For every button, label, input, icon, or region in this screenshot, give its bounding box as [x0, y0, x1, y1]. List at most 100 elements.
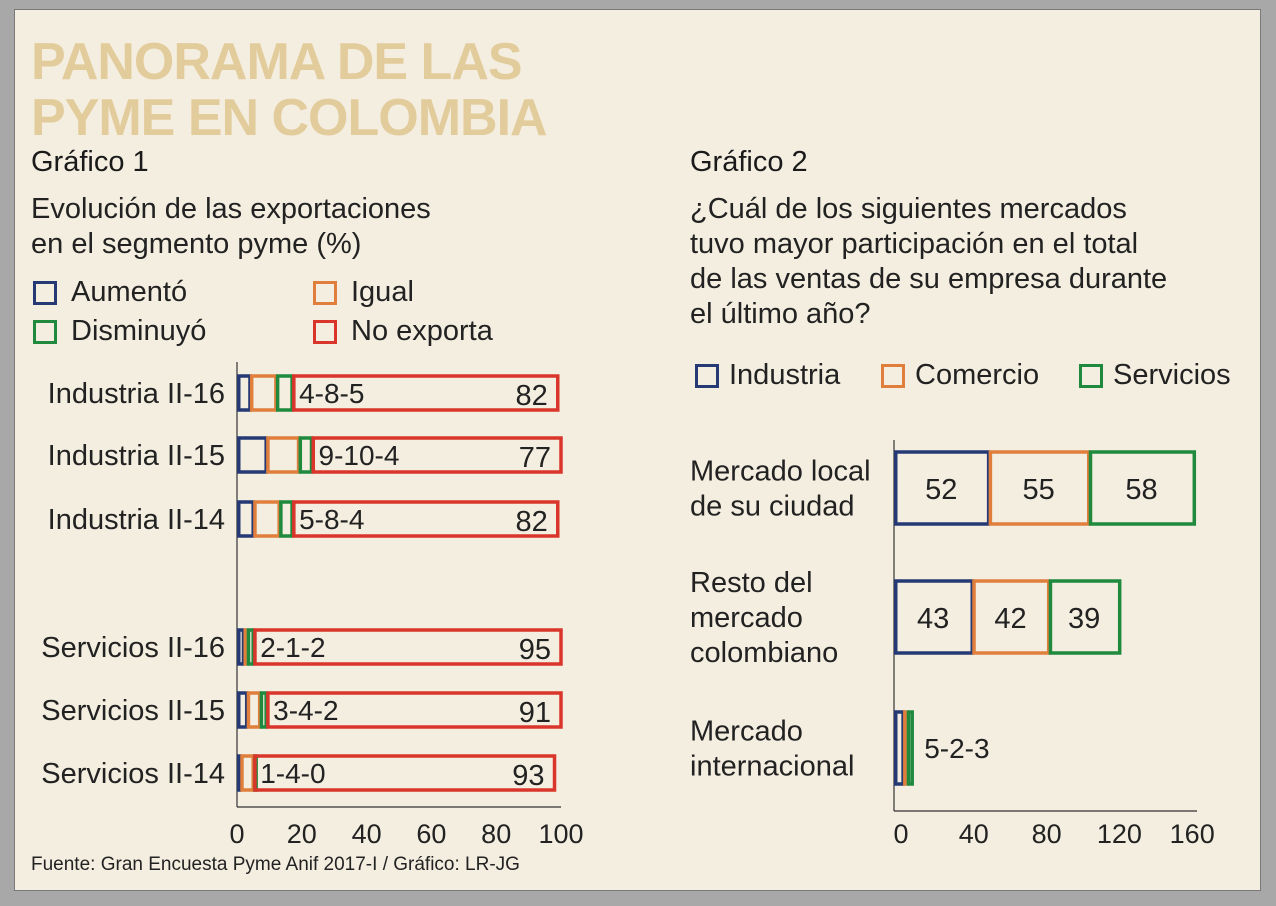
chart1-bar-segment — [253, 628, 563, 666]
chart2-category-label: de su ciudad — [690, 491, 854, 523]
legend-label: Industria — [729, 359, 841, 391]
legend-label: No exporta — [351, 315, 493, 347]
chart2-bar-segment — [894, 450, 991, 526]
chart1-value-label: 93 — [512, 760, 544, 792]
chart1-bar-segment — [311, 436, 563, 474]
chart2-x-tick-label: 40 — [959, 819, 989, 849]
chart2-category-label: internacional — [690, 751, 854, 783]
chart2-subtitle-line4: el último año? — [690, 298, 871, 330]
chart2-value-label: 39 — [1068, 603, 1100, 635]
charts-svg: Industria II-16 4-8-5 82 Industria II-15 9-1… — [41, 362, 1215, 849]
legend-industria: Industria — [695, 359, 840, 392]
chart1-category-label: Industria II-15 — [48, 440, 225, 472]
chart2-x-tick-label: 120 — [1097, 819, 1142, 849]
chart1-category-label: Servicios II-15 — [41, 695, 225, 727]
chart2-x-tick-label: 160 — [1170, 819, 1215, 849]
chart2-category-label: colombiano — [690, 637, 838, 669]
chart1-bar-segment — [237, 374, 252, 412]
chart1-small-label: 5-8-4 — [299, 504, 364, 535]
chart2-category-label: Mercado local — [690, 456, 871, 488]
chart1-value-label: 82 — [515, 506, 547, 538]
legend-servicios: Servicios — [1079, 359, 1231, 392]
chart1-value-label: 82 — [515, 380, 547, 412]
chart2-category-label: Mercado — [690, 716, 803, 748]
chart1-bar-segment — [237, 500, 255, 538]
chart2-header: Gráfico 2 — [690, 146, 808, 178]
chart1-bar-segment — [253, 754, 557, 792]
legend-disminuyo: Disminuyó — [33, 315, 206, 348]
chart1-category-label: Industria II-14 — [48, 504, 225, 536]
chart1-small-label: 1-4-0 — [260, 758, 325, 789]
legend-igual: Igual — [313, 276, 414, 309]
chart1-small-label: 3-4-2 — [273, 695, 338, 726]
chart1-bar-segment — [259, 691, 268, 729]
legend-aumento: Aumentó — [33, 276, 187, 309]
legend-swatch-orange — [313, 280, 337, 305]
legend-swatch-navy — [33, 280, 57, 305]
chart1-bar-segment — [292, 374, 560, 412]
legend-swatch-orange — [881, 363, 905, 388]
chart1-x-tick-label: 0 — [229, 819, 244, 849]
chart2-value-label: 52 — [925, 474, 957, 506]
legend-label: Disminuyó — [71, 315, 207, 347]
chart1-bar-segment — [240, 754, 255, 792]
chart2-value-label: 43 — [917, 603, 949, 635]
chart2-bar-segment — [1048, 579, 1122, 655]
chart1-small-label: 2-1-2 — [260, 632, 325, 663]
infographic: PANORAMA DE LAS PYME EN COLOMBIA Gráfico… — [14, 9, 1261, 891]
chart2-bar-segment — [906, 710, 914, 786]
chart2-category-label: Resto del — [690, 567, 813, 599]
chart1-x-tick-label: 20 — [287, 819, 317, 849]
legend-swatch-red — [313, 319, 337, 344]
chart2-bar-segment — [1088, 450, 1197, 526]
chart1-bar-segment — [266, 436, 301, 474]
chart1-small-label: 9-10-4 — [319, 440, 400, 471]
legend-label: Comercio — [915, 359, 1040, 391]
chart1-bar-segment — [246, 691, 262, 729]
chart1-bar-segment — [292, 500, 560, 538]
main-title-line2: PYME EN COLOMBIA — [31, 89, 548, 147]
chart1-x-tick-label: 100 — [538, 819, 583, 849]
legend-swatch-navy — [695, 363, 719, 388]
legend-no-exporta: No exporta — [313, 315, 493, 348]
chart1-small-label: 4-8-5 — [299, 378, 364, 409]
chart1-x-tick-label: 40 — [352, 819, 382, 849]
chart2-outside-label: 5-2-3 — [924, 733, 989, 764]
chart2-x-tick-label: 0 — [893, 819, 908, 849]
chart1-value-label: 91 — [519, 697, 551, 729]
chart1-bar-segment — [279, 500, 294, 538]
legend-label: Aumentó — [71, 276, 188, 308]
chart1-value-label: 95 — [519, 634, 551, 666]
legend-label: Igual — [351, 276, 414, 308]
chart1-subtitle-line2: en el segmento pyme (%) — [31, 228, 362, 260]
chart1-header: Gráfico 1 — [31, 146, 149, 178]
chart2-category-label: mercado — [690, 602, 803, 634]
chart2-bar-segment — [988, 450, 1091, 526]
chart1-bar-segment — [266, 691, 563, 729]
chart1-bar-segment — [237, 691, 249, 729]
chart1-subtitle: Evolución de las exportaciones en el seg… — [31, 192, 431, 262]
chart1-bar-segment — [237, 754, 242, 792]
chart2-value-label: 42 — [994, 603, 1026, 635]
chart1-bar-segment — [243, 628, 249, 666]
legend-comercio: Comercio — [881, 359, 1039, 392]
chart2-subtitle: ¿Cuál de los siguientes mercados tuvo ma… — [690, 192, 1167, 332]
legend-label: Servicios — [1113, 359, 1231, 391]
legend-swatch-green — [33, 319, 57, 344]
chart1-category-label: Servicios II-14 — [41, 758, 225, 790]
chart1-bar-segment — [275, 374, 294, 412]
source-note: Fuente: Gran Encuesta Pyme Anif 2017-I /… — [31, 854, 520, 875]
chart2-subtitle-line1: ¿Cuál de los siguientes mercados — [690, 193, 1127, 225]
chart1-bar-segment — [298, 436, 314, 474]
chart1-category-label: Industria II-16 — [48, 378, 225, 410]
chart2-value-label: 55 — [1023, 474, 1055, 506]
chart2-subtitle-line3: de las ventas de su empresa durante — [690, 263, 1168, 295]
chart1-bar-segment — [246, 628, 255, 666]
chart1-x-tick-label: 60 — [416, 819, 446, 849]
chart2-bar-segment — [903, 710, 909, 786]
main-title-line1: PANORAMA DE LAS — [31, 33, 523, 91]
chart1-bar-segment — [237, 436, 268, 474]
chart1-bar-segment — [249, 374, 278, 412]
chart1-x-tick-label: 80 — [481, 819, 511, 849]
chart2-bar-segment — [894, 710, 905, 786]
